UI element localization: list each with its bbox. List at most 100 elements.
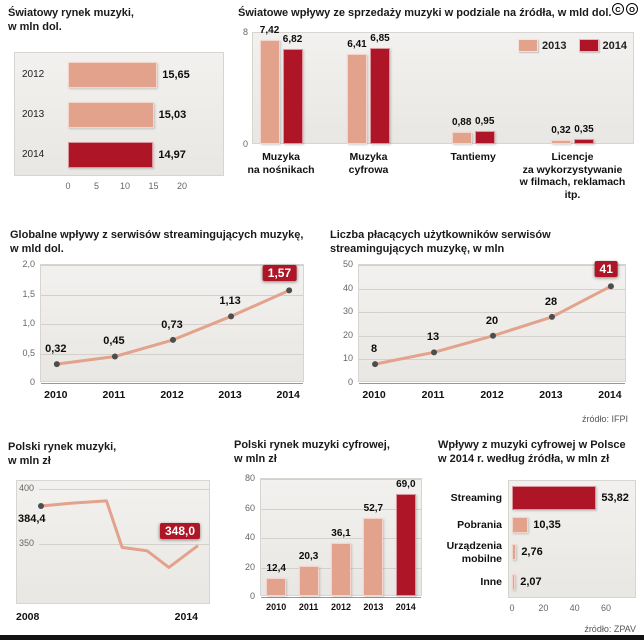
bar-category-label: 2014: [22, 149, 45, 160]
y-tick-label: 40: [244, 532, 255, 542]
world-revenue-sources-plot: 2013 2014 8 0 7,42 6,82 Muzyka na nośnikach 6,4…: [242, 25, 634, 210]
line-series: [53, 287, 293, 368]
bar-value-label: 15,65: [162, 68, 190, 81]
x-tick-label: 20: [538, 603, 549, 613]
bar: [370, 48, 390, 144]
bar-value-label: 20,3: [298, 551, 319, 563]
y-tick-label: 40: [342, 282, 353, 293]
x-axis-label: 2013: [218, 389, 242, 401]
chart-title: Wpływy z muzyki cyfrowej w Polsce w 2014 …: [438, 438, 638, 467]
plot-panel: 2013 2014: [252, 32, 634, 144]
gridline: [41, 353, 303, 355]
x-tick-label: 5: [93, 181, 100, 191]
x-tick-label: 60: [600, 603, 612, 613]
bar: [550, 139, 571, 144]
gridline: [261, 508, 421, 510]
gridline: [359, 312, 625, 314]
highlight-value-badge: 348,0: [159, 523, 200, 540]
y-tick-label: 400: [19, 482, 35, 493]
x-axis-label: 2013: [363, 602, 384, 612]
chart-title-line: w 2014 r. według źródła, w mln zł: [438, 453, 610, 466]
bar: [282, 48, 303, 144]
legend: 2013 2014: [518, 39, 627, 52]
point-value-label: 13: [426, 331, 440, 344]
paying-users-plot: 50 40 30 20 10 0 8 13 20 28 41 2010 2011 2012 2013 2014: [343, 259, 626, 414]
chart-title-line: Światowy rynek muzyki,: [8, 7, 134, 19]
bar-value-label: 2,76: [521, 545, 543, 558]
y-tick-label: 0: [249, 591, 255, 601]
point-value-label: 0,32: [45, 343, 67, 356]
chart-title: Globalne wpływy z serwisów streamingując…: [10, 228, 314, 257]
world-market-plot: 2012 15,65 2013 15,03 2014 14,97 0 5 10 15 20: [14, 52, 224, 202]
x-tick-label: 10: [119, 181, 131, 191]
bar-value-label: 36,1: [331, 527, 351, 539]
bar: [298, 566, 319, 596]
point-value-label: 8: [371, 343, 378, 356]
y-tick-label: 20: [244, 561, 255, 572]
global-streaming-revenue-plot: 2,0 1,5 1,0 0,5 0 0,32 0,45 0,73 1,13 1,57 2010 201…: [22, 259, 304, 414]
chart-title-line: w mld dol.: [10, 243, 64, 256]
y-tick-label: 350: [19, 538, 35, 549]
bar-category-label: 2013: [22, 109, 45, 120]
y-tick-label: 80: [244, 473, 255, 483]
point-value-label: 1,13: [219, 295, 241, 308]
y-tick-label: 0: [29, 377, 35, 387]
chart-polish-digital-market: Polski rynek muzyki cyfrowej, w mln zł 80…: [234, 438, 428, 636]
chart-title-line: Polski rynek muzyki cyfrowej,: [234, 439, 390, 451]
gridline: [261, 479, 421, 480]
bar: [68, 62, 158, 88]
chart-title-line: Polski rynek muzyki,: [8, 441, 117, 453]
x-tick-label: 15: [148, 181, 159, 191]
bar: [512, 574, 516, 590]
gridline: [261, 538, 421, 539]
x-tick-label: 0: [509, 603, 515, 613]
x-tick-label: 40: [569, 603, 580, 613]
chart-global-streaming-revenue: Globalne wpływy z serwisów streamingując…: [10, 228, 314, 424]
y-tick-label: 60: [244, 502, 255, 513]
point-value-label: 20: [485, 314, 499, 327]
gridline: [39, 544, 209, 546]
bar-category-label: Streaming: [450, 492, 502, 504]
legend-label: 2014: [602, 39, 627, 52]
gridline: [41, 265, 303, 266]
bar-category-label: Licencje za wykorzystywanie w filmach, r…: [519, 151, 626, 201]
x-axis-label: 2014: [174, 611, 198, 623]
legend-label: 2013: [542, 39, 567, 52]
bar-value-label: 7,42: [259, 25, 280, 37]
bar-value-label: 2,07: [520, 575, 542, 588]
x-axis-label: 2010: [362, 389, 386, 401]
bar: [512, 486, 597, 510]
y-tick-label: 30: [342, 306, 353, 317]
plot-panel: [16, 480, 210, 604]
gridline: [39, 488, 209, 490]
y-tick-label: 1,5: [22, 288, 35, 299]
chart-title-line: Światowe wpływy ze sprzedaży muzyki w po…: [238, 7, 612, 19]
y-tick-label: 10: [342, 353, 353, 364]
chart-title-line: w mln zł: [234, 453, 277, 466]
y-tick-label: 8: [242, 27, 248, 37]
bar-value-label: 53,82: [601, 491, 629, 504]
bar-category-label: Pobrania: [457, 519, 502, 531]
bar-category-label: Muzyka na nośnikach: [247, 151, 315, 176]
copyright-icons: C O: [612, 3, 638, 15]
chart-title-line: Wpływy z muzyki cyfrowej w Polsce: [438, 439, 626, 451]
bar: [512, 544, 517, 560]
polish-digital-plot: 80 60 40 20 0 12,4 2010 20,3 2011 36,1 2012 52,7 201…: [245, 473, 422, 628]
data-point: [286, 287, 293, 294]
bar: [451, 131, 472, 144]
bar-category-label: Inne: [480, 576, 502, 588]
bar: [347, 54, 367, 144]
plot-panel: [260, 478, 422, 598]
data-point: [53, 361, 60, 368]
bar: [68, 142, 154, 168]
data-point: [548, 313, 555, 320]
chart-title-line: Globalne wpływy z serwisów streamingując…: [10, 229, 304, 241]
gridline: [41, 324, 303, 325]
chart-world-music-market: Światowy rynek muzyki, w mln dol. 2012 15,…: [8, 6, 232, 206]
legend-swatch: [578, 39, 599, 52]
highlight-value-badge: 41: [594, 261, 618, 278]
bar: [68, 102, 154, 128]
data-point: [372, 361, 379, 368]
x-tick-label: 0: [65, 181, 71, 191]
